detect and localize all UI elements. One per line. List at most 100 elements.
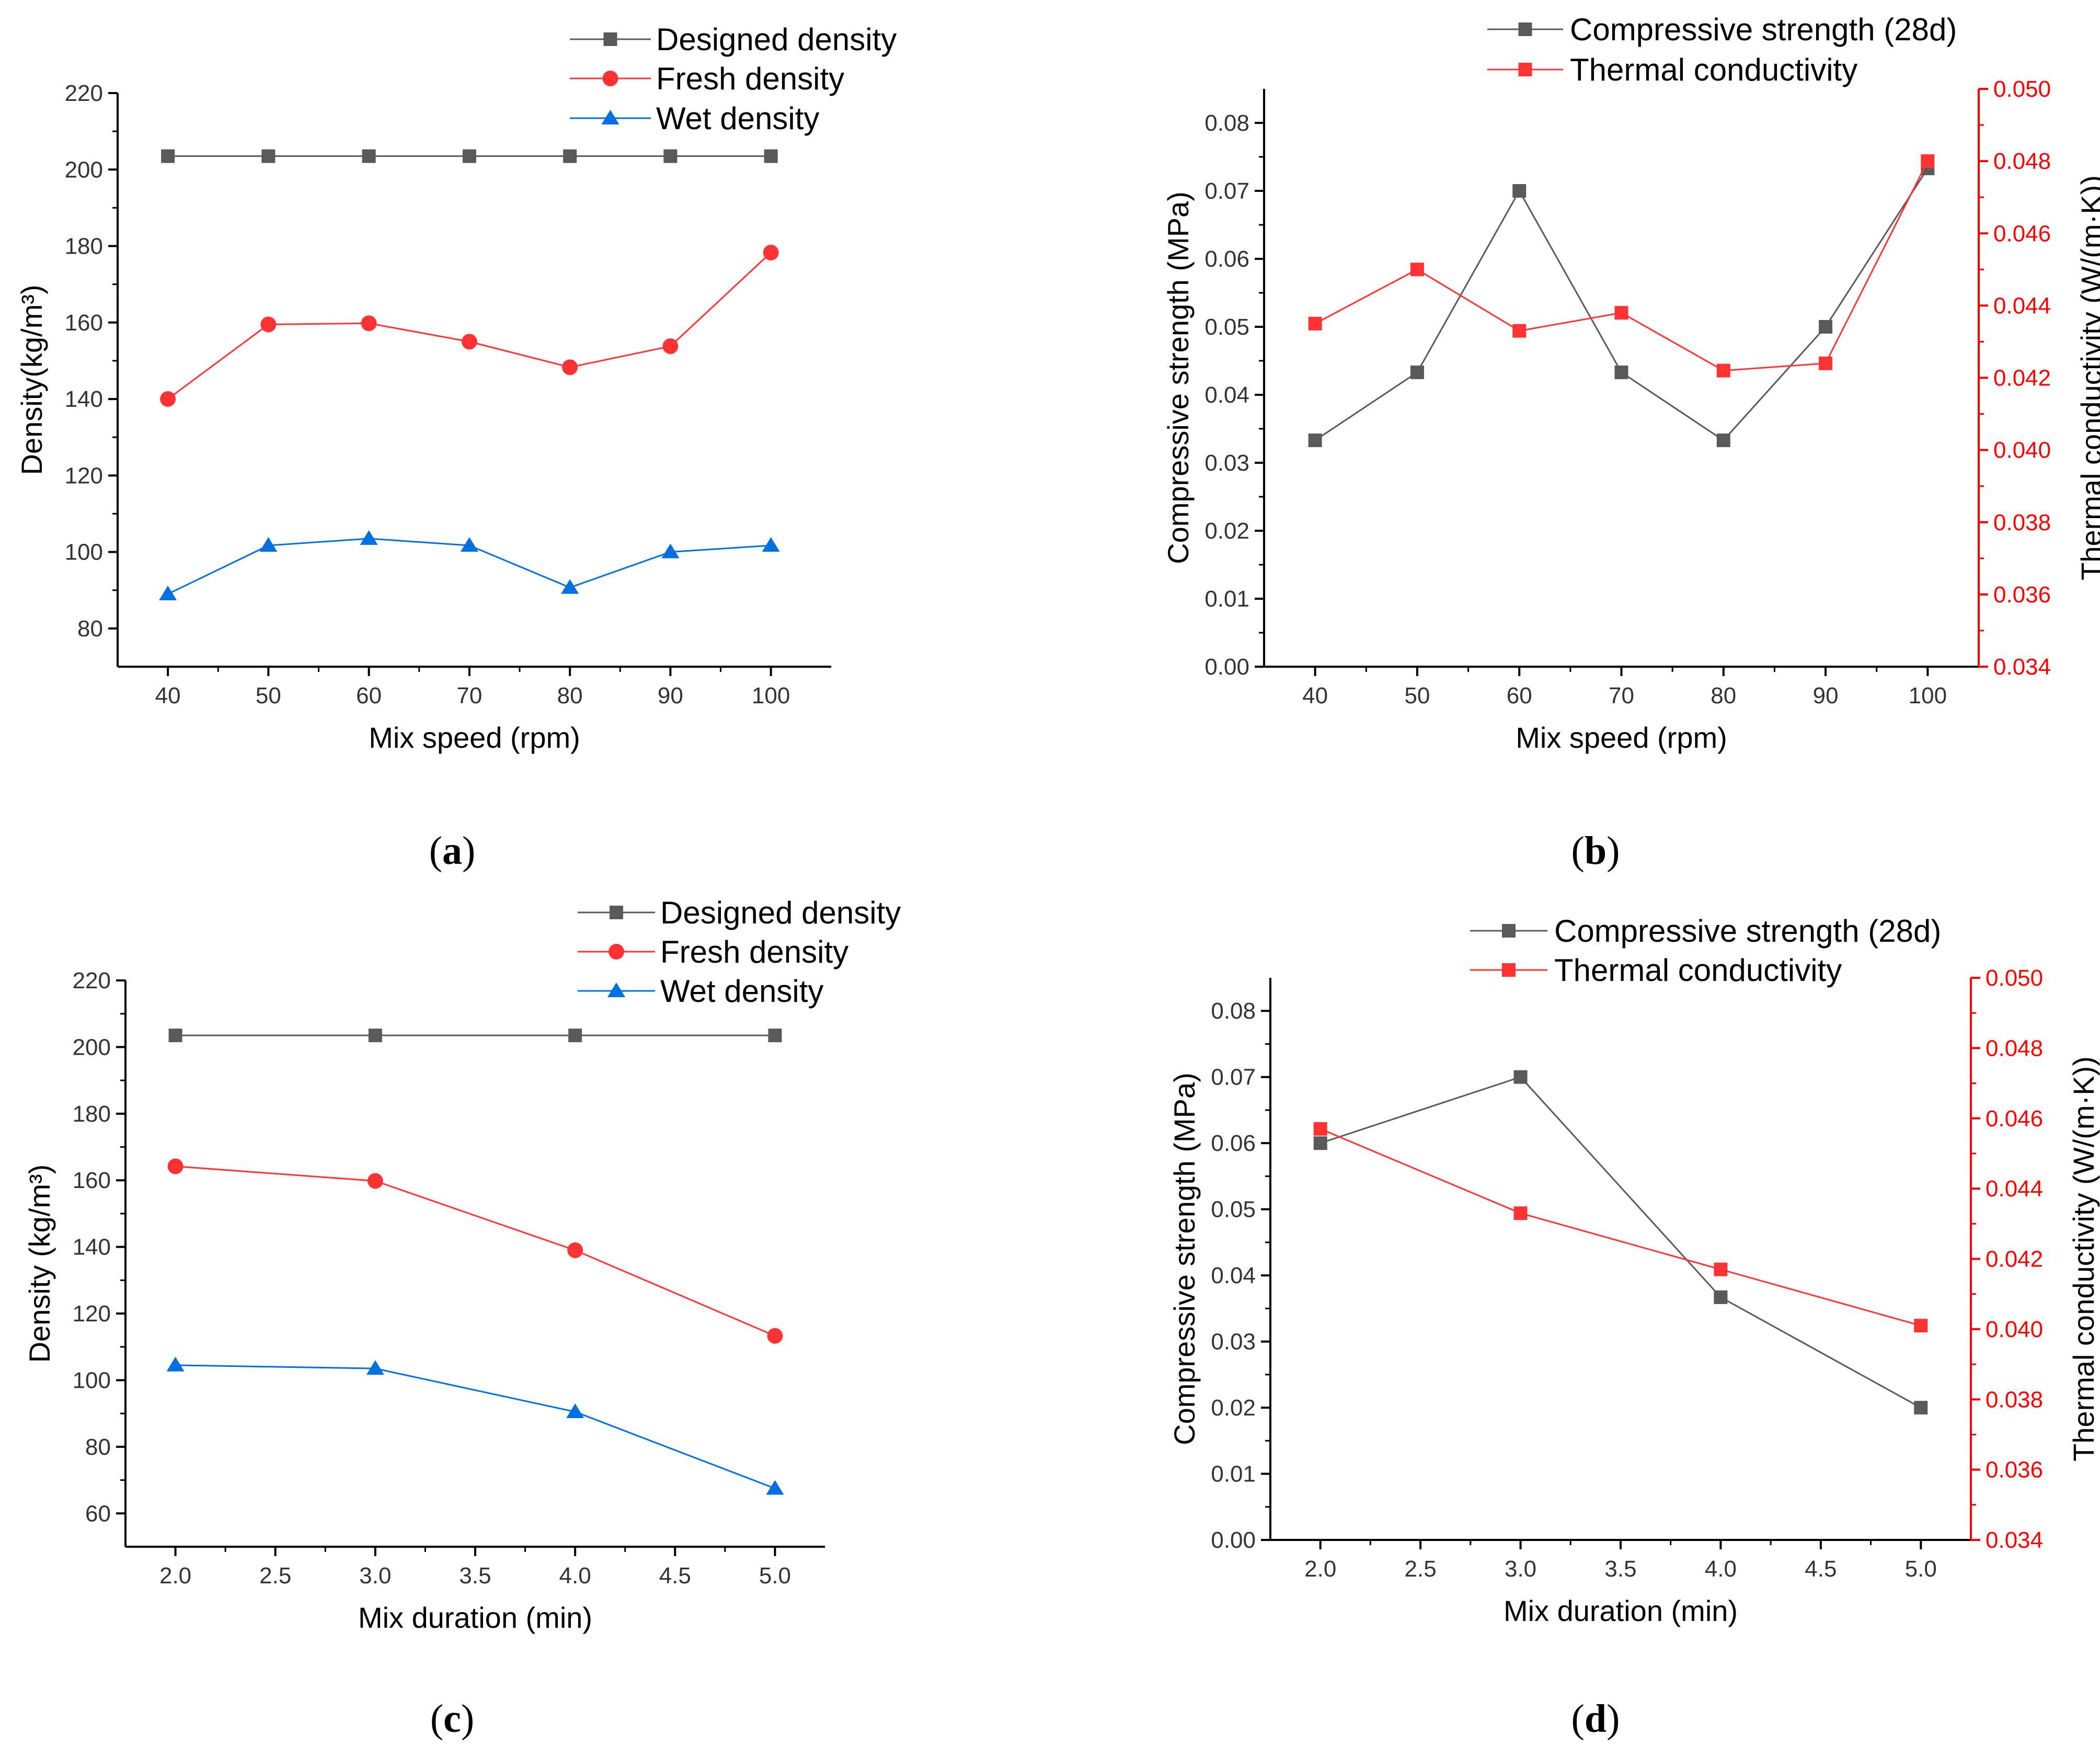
panel-a-y-tick-label: 200 [65, 157, 103, 182]
panel-d-y-tick-label: 0.06 [1211, 1131, 1256, 1156]
panel-d-compressive-strength-28d-point [1313, 1136, 1327, 1150]
panel-d-y-axis-title: Compressive strength (MPa) [1168, 1072, 1201, 1445]
panel-a-designed-density-point [663, 149, 678, 163]
panel-c-x-tick-label: 3.0 [359, 1563, 391, 1589]
panel-b-y-right-tick-label: 0.044 [1993, 293, 2051, 318]
panel-d-y-right-tick-label: 0.048 [1986, 1035, 2043, 1061]
panel-b-compressive-strength-28d-line [1314, 168, 1929, 442]
panel-b-y-tick-label: 0.00 [1204, 654, 1249, 680]
panel-d-y-right-tick-label: 0.050 [1986, 965, 2043, 991]
panel-a-y-tick-label: 160 [65, 310, 103, 336]
panel-a-fresh-density-point [361, 315, 377, 332]
panel-d-y-right-tick-label: 0.042 [1986, 1247, 2043, 1272]
panel-a-designed-density-point [563, 149, 577, 163]
panel-b-x-tick-label: 100 [1909, 683, 1947, 709]
panel-b-y-right-tick-label: 0.046 [1993, 221, 2051, 246]
panel-a-wet-density-point [561, 579, 579, 594]
panel-a-x-tick-label: 80 [557, 683, 583, 709]
panel-c-designed-density-point [368, 1029, 382, 1043]
panel-b-x-tick-label: 70 [1609, 683, 1634, 709]
panel-d-x-tick-label: 4.0 [1705, 1556, 1737, 1582]
panel-b-legend-thermal-conductivity-marker [1518, 63, 1532, 76]
panel-b-x-tick-label: 90 [1813, 683, 1839, 709]
panel-b-chart: 40 50 60 70 80 90 1000.000.010.020.030.040.050… [1162, 12, 2100, 754]
panel-b-thermal-conductivity-point [1716, 363, 1730, 378]
panel-c-x-axis-title: Mix duration (min) [358, 1601, 592, 1634]
panel-d-thermal-conductivity-line [1320, 1128, 1921, 1327]
panel-a-fresh-density-point [260, 316, 277, 333]
panel-a-legend-fresh-density-marker [602, 71, 618, 86]
panel-b-thermal-conductivity-point [1921, 154, 1935, 168]
panel-d-y-tick-label: 0.00 [1211, 1527, 1256, 1553]
panel-a-wet-density-point [259, 537, 278, 552]
panel-c-wet-density-point [366, 1360, 384, 1375]
panel-a-fresh-density-point [160, 391, 176, 407]
panel-d-x-axis-title: Mix duration (min) [1504, 1594, 1738, 1627]
panel-a-fresh-density-point [461, 334, 477, 350]
panel-c-legend-fresh-density-marker [609, 944, 624, 960]
panel-d-y-tick-label: 0.04 [1211, 1263, 1256, 1288]
panel-b-legend-compressive-strength-28d-marker [1518, 22, 1532, 36]
panel-a-x-tick-label: 70 [456, 683, 482, 709]
panel-c-wet-density-line [175, 1364, 775, 1489]
panel-b-x-tick-label: 50 [1404, 683, 1430, 709]
panel-b-y-axis-title: Compressive strength (MPa) [1162, 191, 1195, 564]
panel-c-x-tick-label: 2.5 [259, 1563, 291, 1589]
panel-a-fresh-density-point [562, 359, 578, 375]
panel-c-legend-fresh-density-label: Fresh density [660, 934, 848, 969]
panel-a-wet-density-point [762, 537, 780, 552]
panel-a-y-tick-label: 100 [65, 540, 103, 565]
panel-c-x-tick-label: 5.0 [759, 1563, 791, 1589]
panel-b-thermal-conductivity-point [1410, 262, 1424, 277]
panel-a-y-tick-label: 220 [65, 81, 103, 106]
panel-d-y-right-tick-label: 0.034 [1986, 1527, 2043, 1553]
panel-c-fresh-density-point [167, 1158, 183, 1174]
panel-c-chart: 2.0 2.5 3.0 3.5 4.0 4.5 5.0 60 80 100 120 140 160 180… [23, 895, 901, 1634]
panel-a-wet-density-point [360, 530, 378, 545]
panel-d-legend-thermal-conductivity-label: Thermal conductivity [1554, 953, 1842, 988]
panel-b-y-right-tick-label: 0.036 [1993, 582, 2051, 608]
panel-d-thermal-conductivity-point [1513, 1206, 1528, 1220]
panel-d-x-tick-label: 4.5 [1805, 1556, 1837, 1582]
panel-c-wet-density-point [166, 1356, 185, 1372]
panel-d-y-tick-label: 0.07 [1211, 1065, 1256, 1090]
panel-b-compressive-strength-28d-point [1512, 184, 1527, 198]
panel-c-label: (c) [430, 1697, 474, 1741]
panel-a-wet-density-point [159, 586, 177, 601]
panel-a-fresh-density-point [763, 244, 779, 260]
panel-b-x-tick-label: 60 [1507, 683, 1532, 709]
panel-b-letter: b [1585, 829, 1606, 873]
panel-a-legend-fresh-density-label: Fresh density [656, 61, 844, 96]
panel-b-thermal-conductivity-point [1512, 324, 1527, 338]
panel-c-y-tick-label: 220 [73, 968, 111, 994]
panel-c-designed-density-point [568, 1029, 582, 1043]
panel-d-x-tick-label: 3.0 [1505, 1556, 1536, 1582]
panel-d-legend-thermal-conductivity-marker [1502, 963, 1516, 977]
panel-b-compressive-strength-28d-point [1716, 433, 1730, 448]
panel-b-label: (b) [1571, 829, 1620, 873]
panel-a-wet-density-point [661, 543, 680, 558]
panel-a-legend-designed-density-marker [603, 32, 617, 46]
panel-a-label: (a) [429, 829, 476, 873]
panel-c-y-tick-label: 120 [73, 1301, 111, 1327]
panel-a-y-tick-label: 180 [65, 234, 103, 259]
panel-c-y-tick-label: 160 [73, 1168, 111, 1193]
panel-a-designed-density-point [764, 149, 778, 163]
panel-d-compressive-strength-28d-point [1513, 1070, 1528, 1084]
panel-a-y-tick-label: 140 [65, 386, 103, 412]
panel-d-y-right-tick-label: 0.046 [1986, 1106, 2043, 1132]
panel-a-designed-density-point [462, 149, 476, 163]
panel-b-legend-compressive-strength-28d-label: Compressive strength (28d) [1570, 12, 1957, 47]
panel-d-y-right-tick-label: 0.044 [1986, 1176, 2043, 1202]
panel-b-compressive-strength-28d-point [1614, 366, 1628, 380]
panel-c-y-tick-label: 80 [85, 1434, 111, 1460]
panel-d-y-right-axis-title: Thermal conductivity (W/(m·K)) [2067, 1056, 2100, 1461]
panel-d-y-right-tick-label: 0.036 [1986, 1457, 2043, 1483]
panel-b-y-tick-label: 0.04 [1204, 382, 1249, 408]
panel-c-x-tick-label: 4.5 [659, 1563, 691, 1589]
panel-c-designed-density-point [768, 1029, 782, 1043]
panel-c-x-tick-label: 4.0 [559, 1563, 591, 1589]
panel-d-compressive-strength-28d-point [1714, 1290, 1728, 1304]
panel-b-x-tick-label: 80 [1711, 683, 1736, 709]
